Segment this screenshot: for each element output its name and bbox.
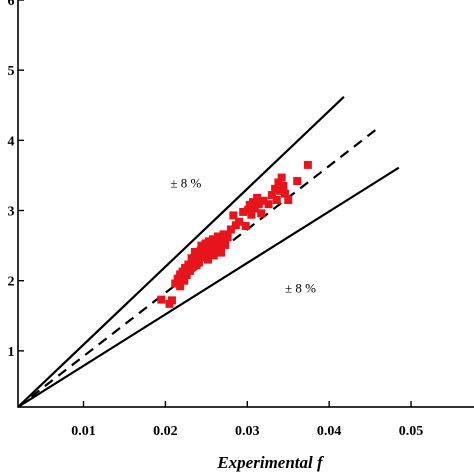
x-tick-label: 0.02 [153, 424, 178, 439]
data-point [259, 196, 268, 205]
reference-line-upper-bound [17, 96, 345, 408]
data-point [271, 184, 280, 193]
data-point [176, 282, 185, 291]
y-tick-label: 2 [8, 275, 15, 290]
data-point [229, 211, 238, 220]
x-tick-label: 0.03 [235, 424, 260, 439]
data-point [194, 258, 203, 267]
data-point [190, 257, 199, 266]
reference-line-lower-bound [17, 166, 400, 408]
data-point [279, 181, 288, 190]
data-point [199, 250, 208, 259]
data-point [244, 205, 253, 214]
data-point [173, 274, 182, 283]
data-point [182, 271, 191, 280]
data-point [303, 160, 312, 169]
data-point [272, 195, 281, 204]
data-point [207, 243, 216, 252]
data-point [203, 255, 212, 264]
data-point [293, 177, 302, 186]
data-point [204, 237, 213, 246]
data-point [241, 221, 250, 230]
data-points [157, 160, 312, 308]
y-tick-label: 5 [8, 64, 15, 79]
data-point [274, 178, 283, 187]
data-point [171, 279, 180, 288]
data-point [208, 235, 217, 244]
data-point [249, 198, 258, 207]
tolerance-annotation: ± 8 % [170, 175, 201, 190]
data-point [221, 240, 230, 249]
data-point [277, 173, 286, 182]
data-point [213, 232, 222, 241]
data-point [211, 240, 220, 249]
data-point [209, 251, 218, 260]
tolerance-annotation: ± 8 % [285, 281, 316, 296]
x-tick-label: 0.05 [399, 424, 424, 439]
data-point [247, 210, 256, 219]
data-point [239, 207, 248, 216]
data-point [264, 200, 273, 209]
data-point [254, 200, 263, 209]
data-point [217, 248, 226, 257]
data-point [267, 191, 276, 200]
data-point [276, 186, 285, 195]
y-axis-ticks: 1 2 3 4 5 6 [8, 0, 24, 360]
y-tick-label: 1 [8, 345, 15, 360]
x-axis-ticks: 0.01 0.02 0.03 0.04 0.05 [71, 401, 423, 439]
data-point [197, 241, 206, 250]
y-tick-label: 4 [8, 134, 15, 149]
data-point [280, 189, 289, 198]
data-point [180, 276, 189, 285]
data-point [284, 195, 293, 204]
data-point [184, 260, 193, 269]
plot-frame [17, 0, 474, 408]
data-point [190, 247, 199, 256]
data-point [235, 217, 244, 226]
data-point [194, 252, 203, 261]
data-point [219, 230, 228, 239]
data-point [215, 242, 224, 251]
data-point [188, 263, 197, 272]
x-tick-label: 0.04 [317, 424, 342, 439]
y-tick-label: 6 [8, 0, 15, 9]
data-point [257, 209, 266, 218]
data-point [202, 245, 211, 254]
data-point [250, 204, 259, 213]
data-point [167, 296, 176, 305]
data-point [157, 295, 166, 304]
x-axis-title: Experimental f [216, 453, 325, 472]
annotations: ± 8 % ± 8 % [170, 175, 316, 295]
y-tick-label: 3 [8, 205, 15, 220]
data-point [226, 225, 235, 234]
data-point [223, 233, 232, 242]
data-point [253, 193, 262, 202]
x-tick-label: 0.01 [71, 424, 96, 439]
